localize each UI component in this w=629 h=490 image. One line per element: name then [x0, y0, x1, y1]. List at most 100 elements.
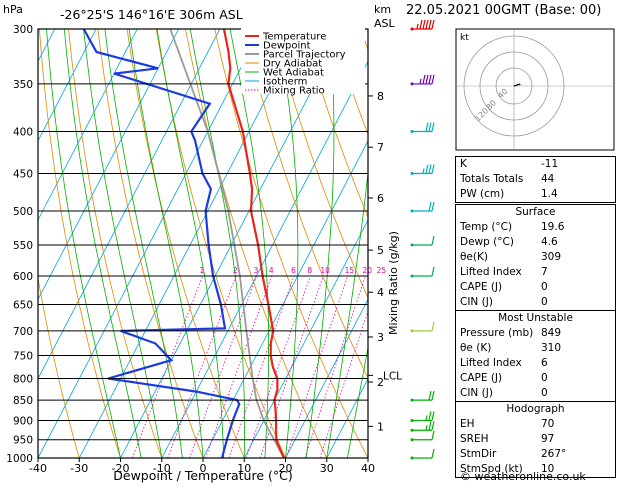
table-row: CIN (J) 0 — [456, 386, 615, 401]
table-row: Totals Totals 44 — [456, 172, 615, 187]
pressure-tick-label: 350 — [13, 79, 33, 91]
pressure-axis-title: hPa — [3, 3, 23, 16]
wind-barb — [410, 164, 435, 175]
wind-barb — [410, 74, 435, 86]
index-value: 4.6 — [541, 236, 558, 248]
watermark: © weatheronline.co.uk — [460, 470, 586, 483]
altitude-tick-label: 2 — [377, 376, 384, 389]
mixing-ratio-label: 25 — [377, 266, 387, 275]
wind-barb — [410, 448, 435, 460]
mixing-ratio-label: 1 — [200, 266, 205, 275]
dry-adiabat-line — [126, 29, 245, 458]
basic-indices-table: K -11 Totals Totals 44 PW (cm) 1.4 — [455, 156, 616, 203]
index-value: 267° — [541, 448, 567, 460]
table-row: SREH 97 — [456, 432, 615, 447]
index-label: Dewp (°C) — [460, 236, 514, 248]
table-row: CAPE (J) 0 — [456, 371, 615, 386]
table-row: StmSpd (kt) 10 — [456, 462, 615, 477]
mixing-ratio-line — [319, 309, 368, 458]
index-label: CIN (J) — [460, 387, 493, 399]
index-label: θe (K) — [460, 342, 492, 354]
index-value: 310 — [541, 342, 562, 354]
index-value: 849 — [541, 327, 562, 339]
pressure-tick-label: 900 — [13, 415, 33, 427]
index-value: 0 — [541, 372, 548, 384]
valid-time: 22.05.2021 00GMT (Base: 00) — [406, 3, 602, 18]
table-row: Temp (°C) 19.6 — [456, 220, 615, 235]
isotherm-line — [161, 60, 368, 458]
index-label: CAPE (J) — [460, 372, 503, 384]
temperature-line — [222, 29, 285, 458]
table-section-title: Hodograph — [456, 401, 615, 417]
legend-entry: Wet Adiabat — [263, 68, 324, 79]
table-row: θe (K) 310 — [456, 341, 615, 356]
index-value: -11 — [541, 158, 559, 170]
index-label: θe(K) — [460, 251, 488, 263]
isotherm-line — [202, 139, 368, 458]
dry-adiabat-line — [68, 29, 163, 458]
mixing-ratio-line — [167, 275, 237, 458]
table-row: Pressure (mb) 849 — [456, 326, 615, 341]
index-label: StmDir — [460, 448, 497, 460]
isotherm-line — [38, 29, 97, 142]
index-label: CAPE (J) — [460, 281, 503, 293]
isotherm-line — [285, 298, 368, 458]
pressure-tick-label: 700 — [13, 326, 33, 338]
mixing-ratio-line — [246, 275, 311, 458]
index-value: 309 — [541, 251, 562, 263]
index-value: 1.4 — [541, 188, 558, 200]
pressure-tick-label: 650 — [13, 300, 33, 312]
mixing-ratio-label: 20 — [362, 266, 372, 275]
wet-adiabat-line — [347, 345, 368, 458]
wind-barb — [410, 266, 435, 278]
pressure-tick-label: 300 — [13, 24, 33, 36]
pressure-tick-label: 550 — [13, 240, 33, 252]
pressure-tick-label: 500 — [13, 206, 33, 218]
index-label: Lifted Index — [460, 357, 522, 369]
temperature-tick-label: 30 — [320, 462, 334, 475]
temperature-tick-label: 20 — [279, 462, 293, 475]
index-value: 44 — [541, 173, 555, 185]
index-label: PW (cm) — [460, 188, 505, 200]
index-value: 0 — [541, 281, 548, 293]
hodograph-units: kt — [460, 33, 469, 43]
legend-entry: Dewpoint — [263, 41, 311, 52]
wind-barb — [410, 235, 435, 247]
temperature-tick-label: -30 — [70, 462, 88, 475]
mixing-ratio-line — [189, 275, 257, 458]
table-row: Lifted Index 6 — [456, 356, 615, 371]
pressure-tick-label: 400 — [13, 127, 33, 139]
wind-barb — [410, 430, 435, 442]
temperature-tick-label: -20 — [112, 462, 130, 475]
isotherm-line — [243, 219, 368, 458]
index-value: 0 — [541, 296, 548, 308]
dewpoint-line — [82, 29, 241, 458]
altitude-tick-label: 5 — [377, 244, 384, 257]
altitude-tick-label: 6 — [377, 192, 384, 205]
table-row: CIN (J) 0 — [456, 295, 615, 310]
hodograph-trace — [513, 83, 521, 87]
pressure-tick-label: 750 — [13, 350, 33, 362]
wet-adiabat-line — [46, 29, 121, 458]
dry-adiabat-line — [302, 29, 368, 218]
table-row: StmDir 267° — [456, 447, 615, 462]
table-row: EH 70 — [456, 417, 615, 432]
altitude-tick-label: 7 — [377, 141, 384, 154]
isotherm-line — [38, 29, 221, 380]
index-label: EH — [460, 418, 475, 430]
table-row: Dewp (°C) 4.6 — [456, 235, 615, 250]
index-value: 70 — [541, 418, 555, 430]
table-row: PW (cm) 1.4 — [456, 187, 615, 202]
dry-adiabat-line — [272, 29, 368, 299]
mixing-ratio-line — [285, 275, 349, 458]
temperature-tick-label: -10 — [153, 462, 171, 475]
altitude-axis-title: km — [374, 3, 391, 16]
index-label: K — [460, 158, 467, 170]
index-value: 19.6 — [541, 221, 565, 233]
pressure-tick-label: 950 — [13, 435, 33, 447]
altitude-tick-label: 8 — [377, 90, 384, 103]
wind-barb — [410, 421, 435, 432]
temperature-tick-label: 40 — [361, 462, 375, 475]
station-label: -26°25'S 146°16'E 306m ASL — [60, 7, 243, 22]
